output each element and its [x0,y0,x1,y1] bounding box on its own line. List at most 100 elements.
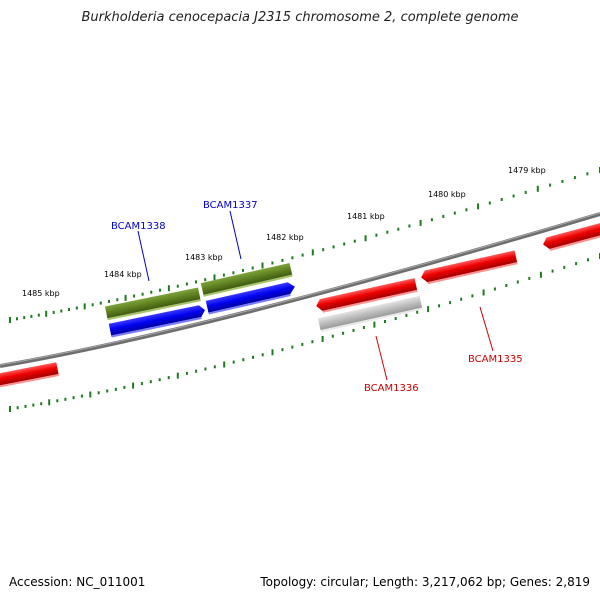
gene-label-BCAM1338: BCAM1338 [111,221,166,232]
minor-tick [150,290,153,294]
minor-tick [24,404,27,408]
minor-tick [331,334,334,338]
minor-tick [80,394,83,398]
gene-feature-olive[interactable] [200,262,293,297]
minor-tick [408,224,411,228]
major-tick [9,406,11,412]
minor-tick [460,297,463,301]
minor-tick [386,230,389,234]
minor-tick [271,261,274,265]
minor-tick [505,284,508,287]
tick-label: 1485 kbp [22,289,60,298]
minor-tick [322,248,325,252]
minor-tick [195,369,198,373]
tick-label: 1481 kbp [347,212,385,221]
gene-feature-olive[interactable] [104,287,201,321]
minor-tick [587,258,589,262]
minor-tick [516,280,519,284]
tick-label: 1480 kbp [428,190,466,199]
minor-tick [551,269,554,273]
minor-tick [301,342,304,346]
minor-tick [204,367,207,371]
major-tick [271,349,274,356]
tick-label: 1484 kbp [104,270,142,279]
minor-tick [453,211,456,215]
minor-tick [60,309,63,313]
minor-tick [159,288,161,292]
minor-tick [561,179,564,183]
minor-tick [575,262,578,266]
minor-tick [549,183,552,187]
minor-tick [394,317,397,320]
major-tick [176,372,179,379]
tick-label: 1479 kbp [508,166,546,175]
minor-tick [252,355,254,359]
minor-tick [232,360,235,364]
minor-tick [140,382,143,386]
minor-tick [232,271,235,275]
minor-tick [352,328,355,332]
minor-tick [195,280,197,284]
label-leader-line [479,306,494,352]
tick-label: 1483 kbp [185,253,223,262]
minor-tick [281,348,284,352]
gene-feature-red[interactable] [542,222,600,252]
minor-tick [449,301,452,305]
minor-tick [416,310,419,314]
minor-tick [97,391,100,395]
major-tick [48,399,51,406]
genome-title: Burkholderia cenocepacia J2315 chromosom… [81,10,519,25]
minor-tick [123,385,126,389]
gene-BCAM1338[interactable] [108,304,207,338]
major-tick [261,262,264,269]
minor-tick [465,208,468,212]
major-tick [45,310,48,317]
minor-tick [343,242,346,246]
minor-tick [242,268,244,272]
minor-tick [64,397,67,401]
gene-feature-red[interactable] [315,278,418,314]
chromosome-backbone-highlight [0,212,600,366]
minor-tick [23,316,26,320]
major-tick [419,219,422,226]
label-leader-line [137,230,150,282]
major-tick [321,336,324,342]
major-tick [536,185,539,192]
minor-tick [384,320,386,323]
major-tick [213,274,216,281]
minor-tick [167,376,170,380]
minor-tick [342,331,345,335]
minor-tick [493,287,496,291]
minor-tick [291,256,294,260]
major-tick [83,303,86,310]
minor-tick [375,233,378,237]
accession-text: Accession: NC_011001 [9,575,146,589]
minor-tick [37,313,40,317]
upper-tick-track [9,167,600,323]
label-leader-line [229,210,242,260]
minor-tick [242,358,245,362]
minor-tick [512,194,515,198]
minor-tick [353,239,356,243]
major-tick [364,235,367,242]
minor-tick [106,389,109,393]
minor-tick [56,399,59,403]
gene-feature-red[interactable] [420,250,518,285]
genome-summary-text: Topology: circular; Length: 3,217,062 bp… [260,575,590,589]
minor-tick [68,308,70,311]
gene-BCAM1336[interactable] [317,295,423,333]
minor-tick [488,201,491,205]
major-tick [539,271,542,278]
major-tick [124,294,127,301]
minor-tick [32,403,35,407]
major-tick [373,321,376,328]
gene-feature-red[interactable] [0,362,59,389]
chromosome-backbone [0,212,600,368]
minor-tick [30,314,33,318]
major-tick [132,382,135,389]
minor-tick [40,402,43,406]
gene-BCAM1337[interactable] [205,281,297,315]
minor-tick [281,258,284,262]
minor-tick [397,227,400,231]
